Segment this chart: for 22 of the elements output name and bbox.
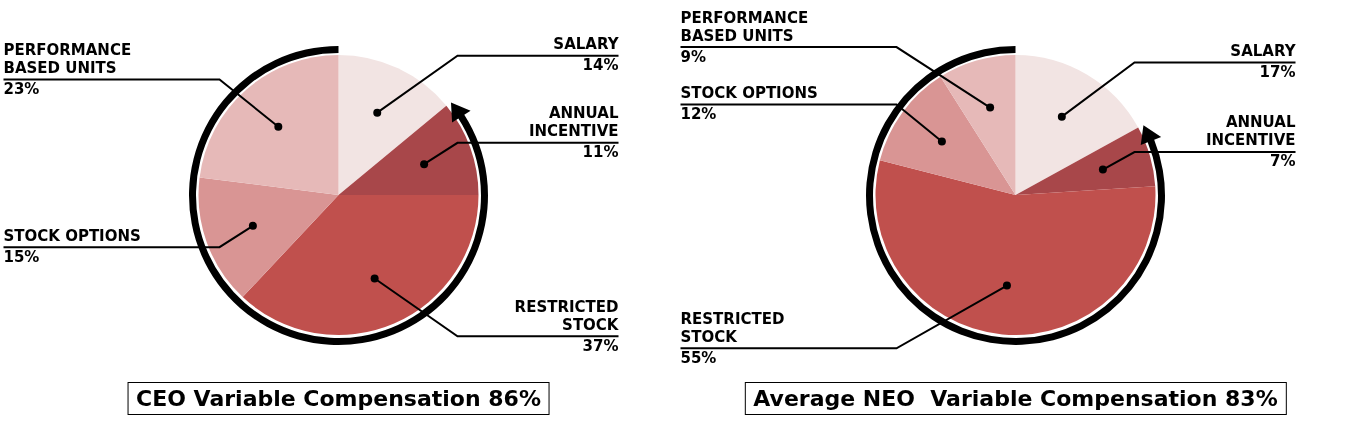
text: Average NEO Variable Compensation 83%	[744, 382, 1287, 415]
data-label: 14%	[582, 56, 619, 75]
data-label: 17%	[1259, 62, 1296, 81]
slice-label: SALARY	[553, 35, 620, 54]
slice-label: STOCK OPTIONS	[3, 226, 141, 245]
slice-label: ANNUAL INCENTIVE	[528, 104, 619, 141]
slice-label: RESTRICTED STOCK	[514, 297, 620, 334]
data-label: 37%	[582, 336, 619, 355]
slice-label: RESTRICTED STOCK	[680, 309, 785, 346]
data-label: 9%	[680, 47, 706, 66]
data-label: 55%	[680, 348, 717, 367]
data-label: 15%	[3, 247, 40, 266]
data-label: 7%	[1270, 152, 1296, 171]
slice-label: ANNUAL INCENTIVE	[1205, 113, 1296, 150]
text: CEO Variable Compensation 86%	[127, 382, 550, 415]
data-label: 23%	[3, 79, 40, 98]
slice-label: PERFORMANCE BASED UNITS	[3, 40, 132, 77]
slice-label: STOCK OPTIONS	[680, 83, 818, 102]
data-label: 11%	[582, 143, 619, 162]
slice-label: SALARY	[1230, 41, 1297, 60]
data-label: 12%	[680, 104, 717, 123]
slice-label: PERFORMANCE BASED UNITS	[680, 8, 809, 45]
